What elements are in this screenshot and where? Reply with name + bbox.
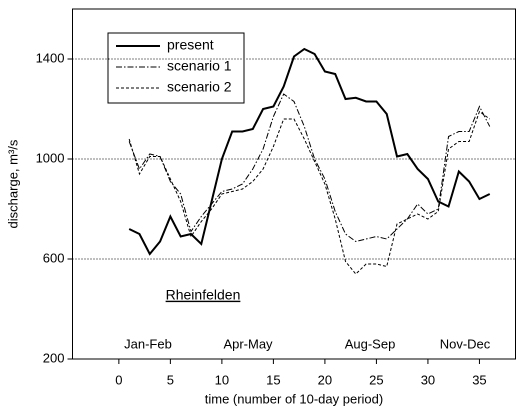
period-label: Apr-May — [223, 336, 273, 351]
legend-label: scenario 1 — [167, 58, 232, 74]
x-axis-label: time (number of 10-day period) — [205, 391, 383, 406]
period-label: Aug-Sep — [345, 336, 396, 351]
series-line — [128, 47, 491, 256]
x-tick-label: 30 — [421, 372, 435, 387]
x-tick-label: 25 — [369, 372, 383, 387]
period-label: Jan-Feb — [124, 336, 172, 351]
legend-box — [107, 32, 245, 104]
x-tick-label: 20 — [318, 372, 332, 387]
x-tick-label: 15 — [266, 372, 280, 387]
series-line — [128, 93, 491, 243]
y-tick-label: 600 — [43, 250, 65, 265]
x-tick-label: 10 — [215, 372, 229, 387]
legend-label: present — [167, 37, 214, 53]
x-tick-label: 5 — [167, 372, 174, 387]
period-label: Nov-Dec — [440, 336, 491, 351]
legend-label: scenario 2 — [167, 79, 232, 95]
x-tick-label: 35 — [472, 372, 486, 387]
y-tick-label: 1400 — [36, 50, 65, 65]
y-axis-label: discharge, m³/s — [5, 139, 20, 228]
location-label: Rheinfelden — [166, 287, 241, 303]
y-tick-label: 200 — [43, 350, 65, 365]
y-tick-label: 1000 — [36, 150, 65, 165]
plot-frame — [72, 8, 516, 360]
x-tick-label: 0 — [115, 372, 122, 387]
series-line — [128, 110, 491, 275]
